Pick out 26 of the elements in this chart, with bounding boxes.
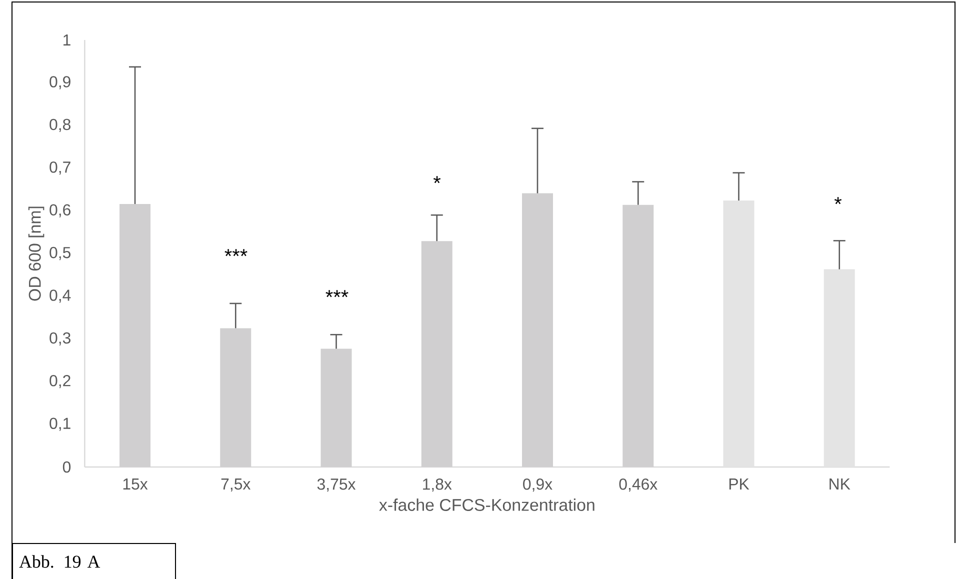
y-tick-label: 0,9 xyxy=(50,76,70,90)
y-tick-label: 0,8 xyxy=(50,118,70,132)
x-tick-label: 7,5x xyxy=(221,478,251,492)
y-tick-label: 0,6 xyxy=(50,204,70,218)
y-tick-label: 0,3 xyxy=(50,332,70,346)
x-tick-label: 15x xyxy=(123,478,148,490)
x-tick-label: PK xyxy=(729,478,750,490)
y-axis-title: OD 600 [nm] xyxy=(28,206,44,301)
y-tick-label: 0,7 xyxy=(50,162,70,175)
x-axis-title: x-fache CFCS-Konzentration xyxy=(379,498,594,511)
x-tick-label: 0,9x xyxy=(523,478,552,492)
y-tick-label: 0,1 xyxy=(50,418,70,431)
caption: Abb. 19 A xyxy=(19,555,100,568)
x-tick-label: NK xyxy=(830,478,850,490)
annotation: * xyxy=(834,197,842,204)
x-tick-label: 0,46x xyxy=(619,478,658,492)
x-tick-label: 1,8x xyxy=(423,478,452,492)
y-tick-label: 0,2 xyxy=(50,375,70,388)
x-tick-label: 3,75x xyxy=(317,478,356,492)
y-tick-label: 0 xyxy=(62,461,71,473)
y-tick-label: 1 xyxy=(64,34,70,46)
y-tick-label: 0,4 xyxy=(50,290,71,303)
annotation: *** xyxy=(326,290,348,298)
annotation: * xyxy=(433,176,441,184)
annotation: *** xyxy=(224,249,248,256)
y-tick-label: 0,5 xyxy=(50,246,70,260)
